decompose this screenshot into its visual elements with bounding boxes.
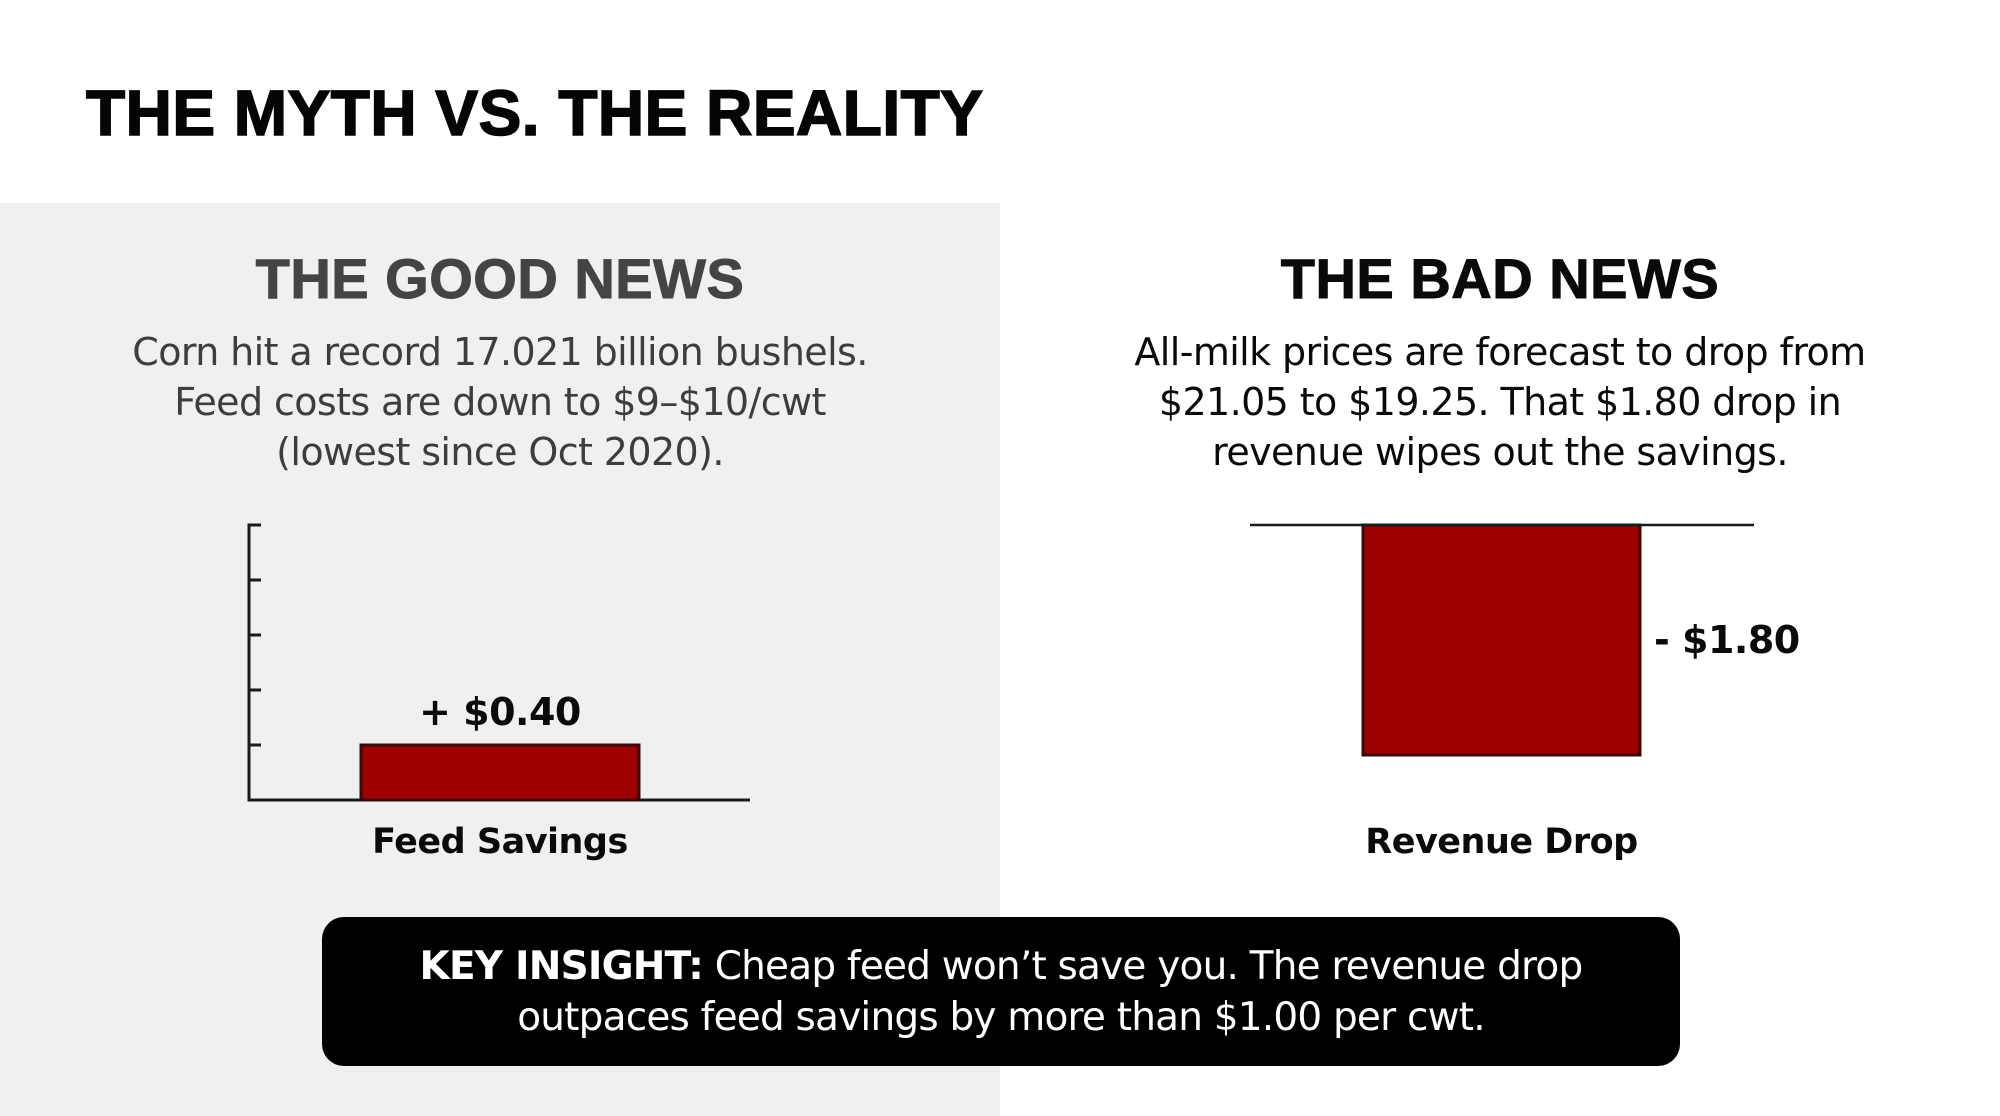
key-insight-line-1: KEY INSIGHT: Cheap feed won’t save you. … (419, 941, 1584, 992)
page-title: THE MYTH VS. THE REALITY (85, 76, 984, 150)
feed-savings-value-label: + $0.40 (419, 690, 581, 734)
revenue-drop-chart: - $1.80 Revenue Drop (1250, 523, 1800, 862)
good-news-line: Feed costs are down to $9–$10/cwt (174, 380, 826, 424)
good-news-heading: THE GOOD NEWS (255, 247, 745, 311)
key-insight-line-2: outpaces feed savings by more than $1.00… (517, 994, 1485, 1040)
y-axis-ticks (249, 523, 261, 747)
bad-news-body: All-milk prices are forecast to drop fro… (1000, 327, 2000, 477)
good-news-line: Corn hit a record 17.021 billion bushels… (132, 330, 868, 374)
feed-savings-bar (359, 743, 641, 802)
bad-news-line: All-milk prices are forecast to drop fro… (1134, 330, 1866, 374)
feed-savings-chart: + $0.40 Feed Savings (247, 523, 750, 862)
key-insight-box: KEY INSIGHT: Cheap feed won’t save you. … (322, 917, 1680, 1066)
feed-savings-category-label: Feed Savings (372, 822, 628, 862)
bad-news-line: revenue wipes out the savings. (1212, 430, 1788, 474)
bad-news-line: $21.05 to $19.25. That $1.80 drop in (1158, 380, 1842, 424)
revenue-drop-bar (1361, 523, 1642, 757)
revenue-drop-value-label: - $1.80 (1654, 618, 1800, 662)
bad-news-heading: THE BAD NEWS (1280, 247, 1720, 311)
revenue-drop-category-label: Revenue Drop (1365, 822, 1637, 862)
key-insight-text: Cheap feed won’t save you. The revenue d… (703, 943, 1584, 989)
good-news-line: (lowest since Oct 2020). (276, 430, 724, 474)
key-insight-label: KEY INSIGHT: (419, 943, 704, 989)
good-news-body: Corn hit a record 17.021 billion bushels… (0, 327, 1000, 477)
